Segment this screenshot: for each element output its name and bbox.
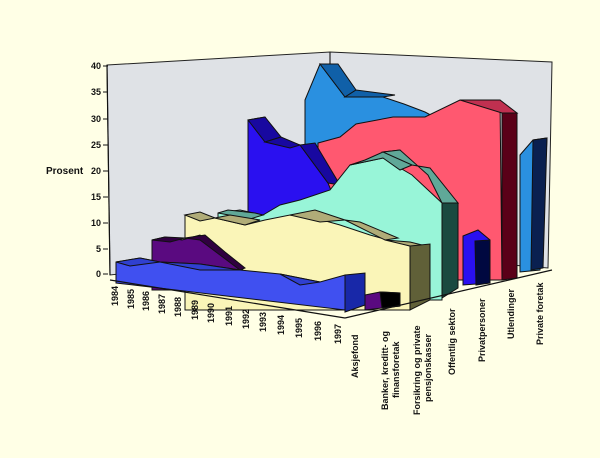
depth-axis: [344, 269, 553, 319]
y-tick-0: 0: [96, 269, 101, 279]
svg-text:1990: 1990: [206, 303, 216, 323]
svg-text:1996: 1996: [313, 321, 323, 341]
svg-text:1997: 1997: [333, 324, 343, 344]
y-axis-label: Prosent: [46, 166, 84, 177]
label-privatpersoner: Privatpersoner: [477, 298, 487, 362]
label-private-foretak: Private foretak: [535, 281, 545, 345]
y-tick-15: 15: [91, 192, 101, 202]
label-offentlig: Offentlig sektor: [447, 308, 457, 375]
label-banker-1: Banker, kreditt- og: [380, 331, 390, 410]
svg-text:1993: 1993: [258, 312, 268, 332]
svg-text:1992: 1992: [241, 309, 251, 329]
label-forsikring-1: Forsikring og private: [412, 325, 422, 415]
label-forsikring-2: pensjonskasser: [423, 333, 433, 402]
label-banker-2: finansforetak: [391, 340, 401, 398]
svg-text:1995: 1995: [294, 318, 304, 338]
label-utlendinger: Utlendinger: [506, 289, 516, 339]
svg-text:1985: 1985: [126, 289, 136, 309]
series-aksjefond: [115, 257, 366, 313]
y-tick-20: 20: [91, 166, 101, 176]
svg-text:1989: 1989: [190, 300, 200, 320]
y-tick-5: 5: [96, 244, 101, 254]
y-tick-30: 30: [91, 114, 101, 124]
y-axis: [106, 64, 111, 276]
svg-text:1987: 1987: [157, 294, 167, 314]
svg-text:1988: 1988: [173, 297, 183, 317]
x-tick-labels: 1984 1985 1986 1987 1988 1989 1990 1991 …: [110, 286, 343, 344]
y-ticks: [103, 65, 108, 275]
svg-text:1994: 1994: [276, 315, 286, 335]
series-labels: Aksjefond Banker, kreditt- og finansfore…: [350, 281, 545, 415]
svg-text:1984: 1984: [110, 286, 120, 306]
label-aksjefond: Aksjefond: [350, 334, 360, 378]
svg-text:1991: 1991: [224, 306, 234, 326]
y-tick-40: 40: [91, 61, 101, 71]
y-tick-35: 35: [91, 87, 101, 97]
y-tick-25: 25: [91, 140, 101, 150]
x-axis: [109, 279, 346, 319]
svg-text:1986: 1986: [141, 291, 151, 311]
y-tick-10: 10: [91, 218, 101, 228]
